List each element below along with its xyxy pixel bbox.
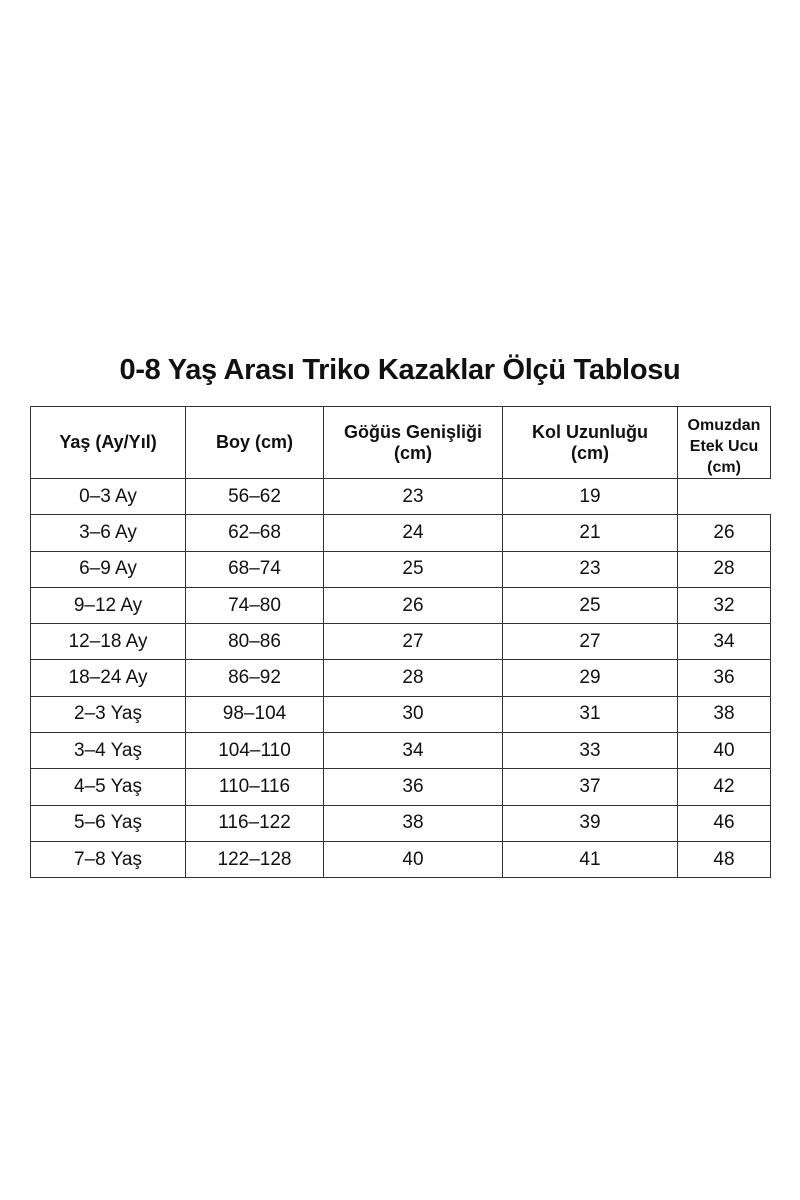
table-row: 0–3 Ay 56–62 23 19 [30, 477, 771, 516]
cell-age: 2–3 Yaş [30, 695, 186, 734]
cell-age: 3–4 Yaş [30, 732, 186, 770]
cell-chest: 36 [323, 768, 503, 806]
table-row: 6–9 Ay 68–74 25 23 28 [30, 550, 771, 588]
cell-height: 110–116 [185, 768, 324, 806]
header-age: Yaş (Ay/Yıl) [30, 406, 186, 479]
table-row: 12–18 Ay 80–86 27 27 34 [30, 623, 771, 661]
cell-sleeve: 29 [502, 659, 678, 697]
cell-shoulder-to-hem: 40 [677, 732, 771, 770]
cell-age: 0–3 Ay [30, 477, 186, 516]
cell-sleeve: 31 [502, 695, 678, 734]
cell-shoulder-to-hem: 26 [677, 514, 771, 552]
cell-sleeve: 19 [502, 477, 678, 516]
cell-shoulder-to-hem: 36 [677, 659, 771, 697]
header-shoulder-to-hem: Omuzdan Etek Ucu (cm) [677, 406, 771, 479]
table-row: 3–4 Yaş 104–110 34 33 40 [30, 732, 771, 770]
header-height: Boy (cm) [185, 406, 324, 479]
table-row: 7–8 Yaş 122–128 40 41 48 [30, 840, 771, 879]
cell-chest: 24 [323, 514, 503, 552]
cell-height: 116–122 [185, 804, 324, 842]
cell-sleeve: 39 [502, 804, 678, 842]
cell-shoulder-to-hem: 46 [677, 804, 771, 842]
cell-age: 9–12 Ay [30, 586, 186, 625]
table-row: 18–24 Ay 86–92 28 29 36 [30, 659, 771, 697]
cell-shoulder-to-hem: 28 [677, 550, 771, 588]
cell-chest: 25 [323, 550, 503, 588]
table-row: 3–6 Ay 62–68 24 21 26 [30, 514, 771, 552]
cell-height: 68–74 [185, 550, 324, 588]
header-chest: Göğüs Genişliği (cm) [323, 406, 503, 479]
header-sleeve: Kol Uzunluğu (cm) [502, 406, 678, 479]
cell-height: 80–86 [185, 623, 324, 661]
cell-age: 18–24 Ay [30, 659, 186, 697]
size-chart-table: Yaş (Ay/Yıl) Boy (cm) Göğüs Genişliği (c… [30, 406, 771, 879]
cell-age: 3–6 Ay [30, 514, 186, 552]
cell-height: 56–62 [185, 477, 324, 516]
header-row: Yaş (Ay/Yıl) Boy (cm) Göğüs Genişliği (c… [30, 406, 771, 479]
cell-chest: 38 [323, 804, 503, 842]
table-row: 2–3 Yaş 98–104 30 31 38 [30, 695, 771, 734]
cell-height: 74–80 [185, 586, 324, 625]
cell-chest: 40 [323, 840, 503, 879]
cell-chest: 26 [323, 586, 503, 625]
cell-height: 122–128 [185, 840, 324, 879]
cell-shoulder-to-hem: 38 [677, 695, 771, 734]
cell-shoulder-to-hem: 34 [677, 623, 771, 661]
cell-sleeve: 37 [502, 768, 678, 806]
cell-chest: 23 [323, 477, 503, 516]
cell-sleeve: 21 [502, 514, 678, 552]
cell-height: 98–104 [185, 695, 324, 734]
cell-chest: 30 [323, 695, 503, 734]
cell-shoulder-to-hem: 48 [677, 840, 771, 879]
cell-age: 4–5 Yaş [30, 768, 186, 806]
cell-age: 5–6 Yaş [30, 804, 186, 842]
cell-chest: 27 [323, 623, 503, 661]
table-row: 9–12 Ay 74–80 26 25 32 [30, 586, 771, 625]
cell-age: 12–18 Ay [30, 623, 186, 661]
cell-shoulder-to-hem: 32 [677, 586, 771, 625]
page-title: 0-8 Yaş Arası Triko Kazaklar Ölçü Tablos… [119, 354, 681, 386]
cell-height: 86–92 [185, 659, 324, 697]
cell-height: 62–68 [185, 514, 324, 552]
cell-chest: 28 [323, 659, 503, 697]
cell-sleeve: 41 [502, 840, 678, 879]
table-row: 4–5 Yaş 110–116 36 37 42 [30, 768, 771, 806]
cell-age: 6–9 Ay [30, 550, 186, 588]
cell-age: 7–8 Yaş [30, 840, 186, 879]
cell-chest: 34 [323, 732, 503, 770]
table-row: 5–6 Yaş 116–122 38 39 46 [30, 804, 771, 842]
cell-shoulder-to-hem: 42 [677, 768, 771, 806]
cell-sleeve: 33 [502, 732, 678, 770]
cell-sleeve: 25 [502, 586, 678, 625]
cell-sleeve: 23 [502, 550, 678, 588]
cell-height: 104–110 [185, 732, 324, 770]
cell-sleeve: 27 [502, 623, 678, 661]
